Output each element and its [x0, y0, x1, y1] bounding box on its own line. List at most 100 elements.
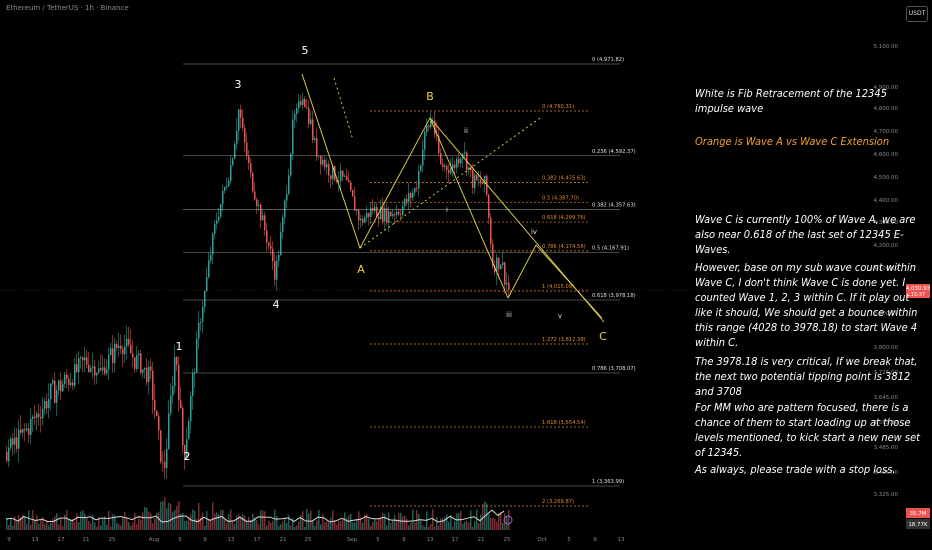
volume-bar	[102, 518, 104, 530]
x-tick-label: 9	[203, 537, 207, 543]
candle-body	[364, 217, 366, 223]
volume-bar	[456, 513, 458, 530]
x-tick-label: 21	[83, 537, 90, 543]
y-tick-label: 3,565.00	[874, 420, 899, 426]
volume-bar	[92, 514, 94, 530]
volume-bar	[72, 518, 74, 530]
volume-bar	[88, 521, 90, 530]
candle-body	[396, 211, 398, 215]
candle-body	[46, 401, 48, 409]
volume-bar	[370, 525, 372, 530]
volume-bar	[250, 519, 252, 530]
candle-body	[500, 265, 502, 269]
y-tick-label: 3,645.00	[874, 395, 899, 401]
volume-bar	[186, 521, 188, 530]
candle-body	[458, 158, 460, 164]
candle-body	[502, 262, 504, 266]
volume-bar	[240, 516, 242, 530]
volume-bar	[462, 523, 464, 530]
volume-bar	[274, 509, 276, 530]
candle-body	[8, 447, 10, 462]
candle-body	[82, 357, 84, 361]
sub-wave-label-ii: ii	[464, 127, 468, 135]
volume-bar	[360, 518, 362, 530]
volume-bar	[388, 512, 390, 530]
volume-bar	[482, 503, 484, 530]
candle-body	[150, 366, 152, 371]
candle-body	[90, 368, 92, 373]
candle-body	[300, 101, 302, 106]
candle-body	[404, 198, 406, 207]
annotation-fib-note: White is Fib Retracement of the 12345 im…	[695, 87, 887, 115]
volume-bar	[486, 503, 488, 530]
candle-body	[234, 144, 236, 159]
candle-body	[146, 367, 148, 383]
volume-bar	[332, 510, 334, 530]
annotation-body-1: Wave C is currently 100% of Wave A, we a…	[695, 213, 916, 256]
candle-body	[470, 167, 472, 171]
volume-badge	[906, 519, 930, 529]
volume-bar	[276, 515, 278, 530]
candle-body	[118, 345, 120, 348]
volume-bar	[454, 521, 456, 530]
volume-bar	[292, 518, 294, 530]
volume-bar	[190, 514, 192, 530]
volume-bar	[256, 520, 258, 530]
symbol-title[interactable]: Ethereum / TetherUS · 1h · Binance	[6, 4, 129, 12]
volume-bar	[420, 519, 422, 530]
volume-bar	[162, 501, 164, 530]
candle-body	[504, 262, 506, 285]
candle-body	[94, 366, 96, 376]
candle-body	[448, 170, 450, 174]
volume-bar	[50, 522, 52, 530]
candle-body	[476, 175, 478, 181]
candle-body	[452, 164, 454, 169]
volume-bar	[78, 522, 80, 530]
volume-bar	[506, 516, 508, 530]
volume-bar	[130, 525, 132, 530]
volume-bar	[116, 522, 118, 530]
candle-body	[260, 204, 262, 221]
volume-bar	[466, 520, 468, 530]
x-tick-label: 13	[228, 537, 235, 543]
volume-bar	[164, 497, 166, 530]
candle-body	[122, 348, 124, 355]
candle-body	[374, 206, 376, 211]
candle-body	[392, 214, 394, 217]
volume-bar	[380, 517, 382, 530]
candle-body	[42, 408, 44, 419]
x-tick-label: 17	[254, 537, 261, 543]
candle-body	[10, 438, 12, 448]
volume-bar	[348, 514, 350, 530]
volume-bar	[216, 512, 218, 530]
volume-bar	[496, 521, 498, 530]
volume-bar	[198, 502, 200, 530]
volume-bar	[18, 515, 20, 530]
volume-bar	[508, 509, 510, 530]
candle-body	[74, 364, 76, 386]
candle-body	[438, 135, 440, 154]
candle-body	[474, 175, 476, 188]
candle-body	[58, 380, 60, 391]
candle-body	[178, 364, 180, 401]
candle-body	[186, 439, 188, 459]
volume-bar	[358, 511, 360, 530]
candle-body	[184, 445, 186, 459]
candle-body	[144, 367, 146, 370]
volume-bar	[94, 522, 96, 530]
candle-body	[328, 164, 330, 176]
volume-bar	[372, 521, 374, 530]
volume-badge-label: 18.77K	[908, 522, 928, 528]
volume-bar	[498, 513, 500, 530]
candle-body	[506, 282, 508, 285]
candle-body	[482, 183, 484, 185]
volume-bar	[426, 511, 428, 530]
volume-bar	[300, 514, 302, 530]
volume-bar	[138, 515, 140, 530]
volume-bar	[236, 515, 238, 530]
candle-body	[32, 416, 34, 419]
currency-button[interactable]: USDT	[906, 6, 928, 22]
candle-body	[302, 99, 304, 106]
